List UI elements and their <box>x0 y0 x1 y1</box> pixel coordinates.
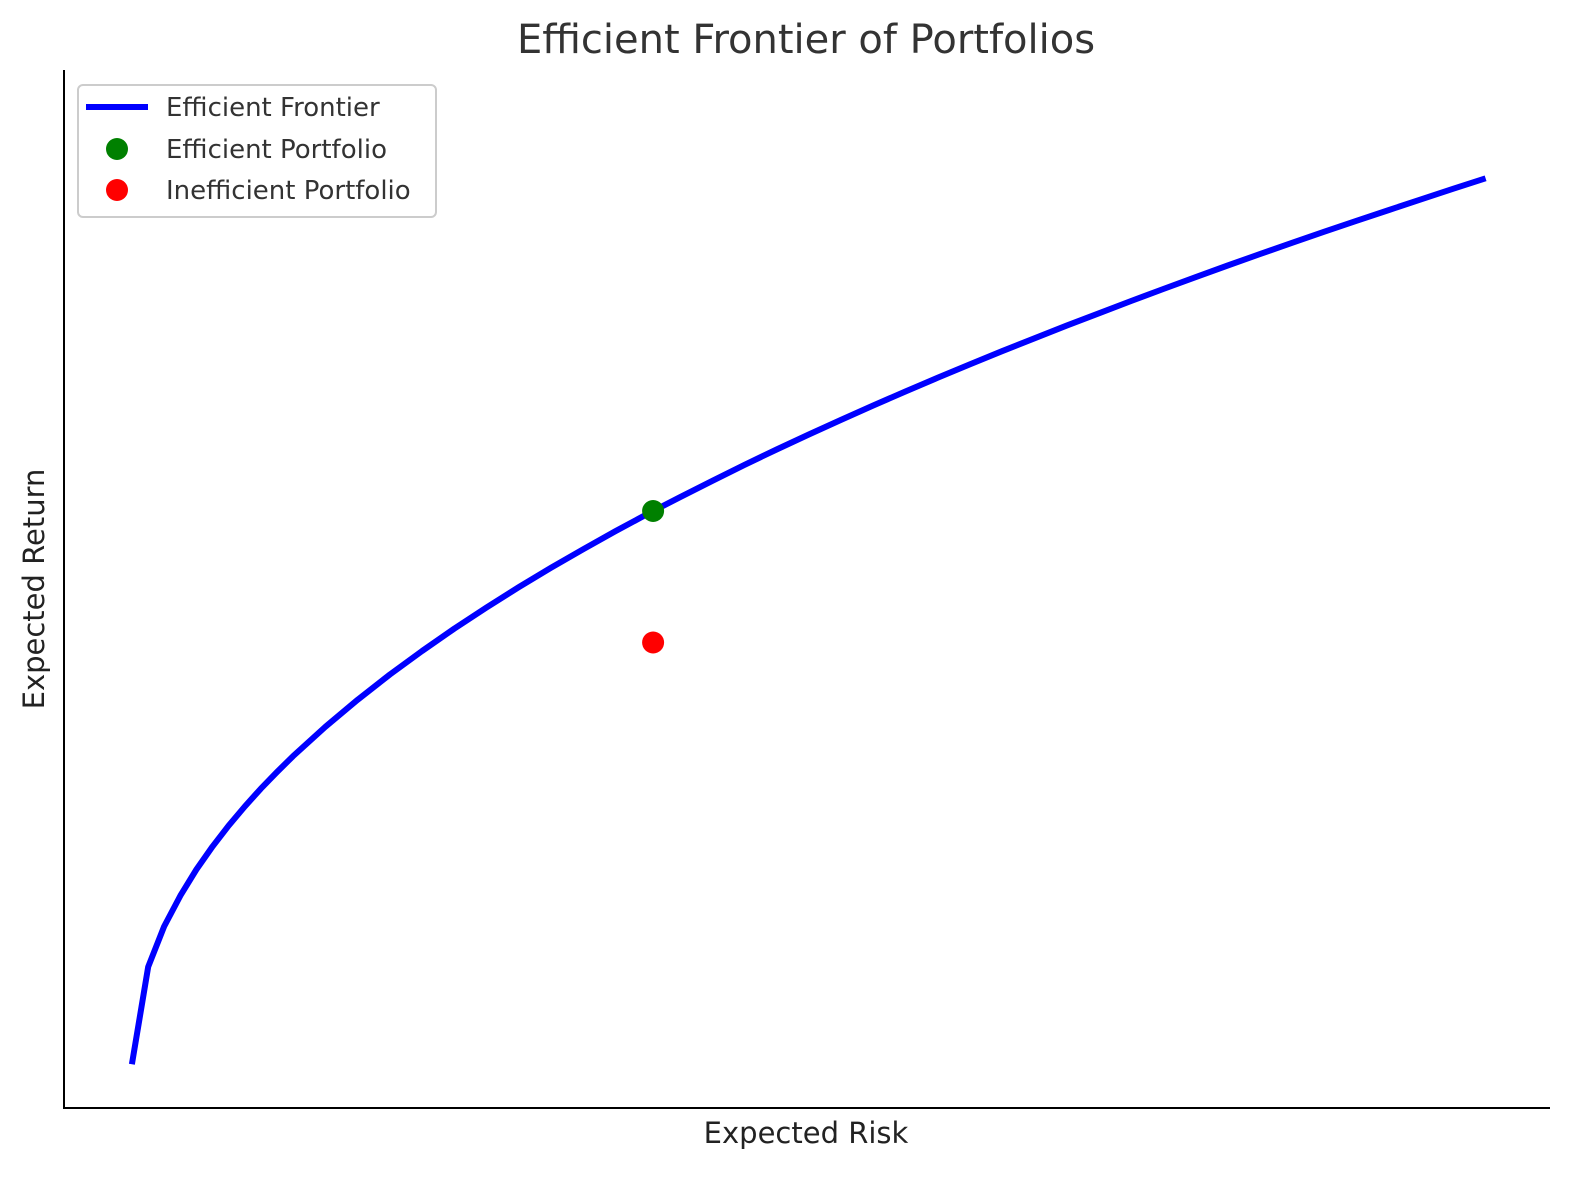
y-axis-label: Expected Return <box>17 469 51 710</box>
x-axis-label: Expected Risk <box>704 1116 909 1150</box>
legend-label-inefficient-portfolio: Inefficient Portfolio <box>166 176 411 206</box>
efficient-portfolio-point <box>642 500 665 522</box>
legend-label-efficient-frontier: Efficient Frontier <box>166 93 380 123</box>
chart-title: Efficient Frontier of Portfolios <box>517 17 1095 63</box>
legend-inefficient-portfolio-marker <box>106 179 128 201</box>
plot-area <box>128 175 1487 1065</box>
legend-label-efficient-portfolio: Efficient Portfolio <box>166 135 387 165</box>
efficient-frontier-line <box>128 175 1487 1065</box>
legend-frame <box>77 84 437 218</box>
inefficient-portfolio-point <box>642 631 665 654</box>
legend-efficient-portfolio-marker <box>106 138 128 160</box>
legend: Efficient Frontier Efficient Portfolio I… <box>77 84 437 218</box>
